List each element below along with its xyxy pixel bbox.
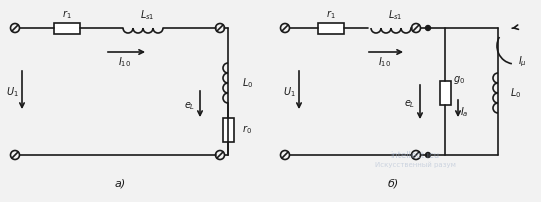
Circle shape [426, 25, 431, 31]
Text: $I_\mu$: $I_\mu$ [518, 55, 527, 69]
Text: $U_1$: $U_1$ [282, 85, 295, 99]
Text: Искусственный разум: Искусственный разум [374, 162, 456, 168]
Bar [318, 22, 344, 34]
Text: $I_{10}$: $I_{10}$ [118, 55, 131, 69]
Text: $L_{s1}$: $L_{s1}$ [388, 8, 403, 22]
Text: $L_0$: $L_0$ [242, 76, 253, 90]
Text: $I_{10}$: $I_{10}$ [379, 55, 392, 69]
Text: б): б) [387, 178, 399, 188]
Text: $L_0$: $L_0$ [510, 86, 522, 100]
Text: $I_a$: $I_a$ [460, 105, 469, 119]
Text: $L_{s1}$: $L_{s1}$ [140, 8, 154, 22]
Bar [222, 118, 234, 142]
Text: $r_1$: $r_1$ [326, 9, 336, 21]
Text: intellect.icu: intellect.icu [391, 150, 439, 160]
Text: $r_1$: $r_1$ [62, 9, 72, 21]
Text: a): a) [114, 178, 126, 188]
Bar [439, 81, 451, 105]
Text: $e_L$: $e_L$ [184, 100, 196, 112]
Text: $g_0$: $g_0$ [453, 74, 465, 86]
Text: $U_1$: $U_1$ [5, 85, 18, 99]
Circle shape [426, 153, 431, 158]
Bar [54, 22, 80, 34]
Text: $e_L$: $e_L$ [404, 98, 415, 110]
Text: $r_0$: $r_0$ [242, 124, 252, 136]
